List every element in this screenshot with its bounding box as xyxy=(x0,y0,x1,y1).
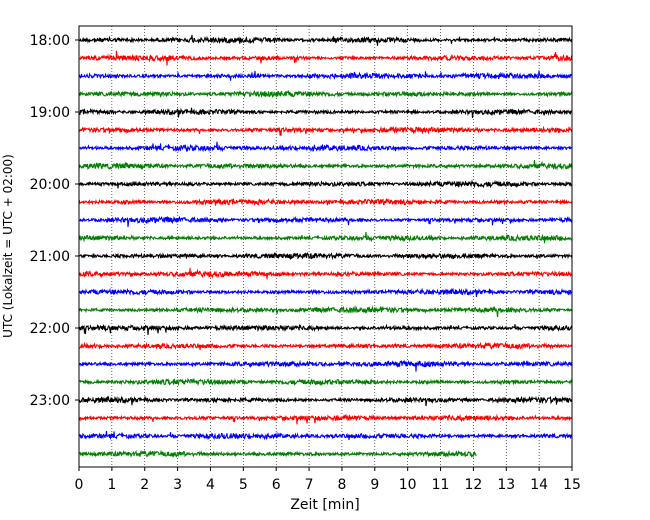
y-tick-label: 20:00 xyxy=(30,177,70,193)
seismic-trace xyxy=(78,430,573,441)
x-tick-label: 14 xyxy=(530,477,548,493)
seismic-trace xyxy=(78,251,573,261)
seismic-trace xyxy=(78,267,573,280)
seismic-trace xyxy=(78,141,573,153)
seismic-trace xyxy=(78,107,573,119)
seismic-trace xyxy=(78,125,573,136)
seismic-trace xyxy=(78,34,573,46)
x-tick-label: 1 xyxy=(107,477,116,493)
x-tick-label: 12 xyxy=(464,477,482,493)
seismic-trace xyxy=(78,70,573,81)
x-axis-label: Zeit [min] xyxy=(290,497,359,513)
seismic-trace xyxy=(78,179,573,189)
seismic-trace xyxy=(78,341,573,351)
y-tick-label: 22:00 xyxy=(30,321,70,337)
y-axis: 18:00 19:00 20:00 21:00 22:00 23:00 xyxy=(30,33,79,409)
seismic-trace xyxy=(78,395,573,407)
seismic-trace xyxy=(78,160,573,171)
trace-group xyxy=(78,34,573,459)
seismic-trace xyxy=(78,89,573,99)
seismic-trace xyxy=(78,305,573,318)
x-tick-label: 4 xyxy=(206,477,215,493)
seismic-trace xyxy=(78,287,573,297)
x-axis: 0 1 2 3 4 5 6 7 8 9 10 11 12 13 14 15 xyxy=(75,467,581,493)
seismic-trace xyxy=(78,449,477,459)
y-tick-label: 19:00 xyxy=(30,105,70,121)
x-tick-label: 2 xyxy=(140,477,149,493)
y-tick-label: 18:00 xyxy=(30,33,70,49)
seismic-trace xyxy=(78,231,573,244)
x-tick-label: 7 xyxy=(305,477,314,493)
x-tick-label: 0 xyxy=(75,477,84,493)
x-tick-label: 9 xyxy=(370,477,379,493)
x-tick-label: 11 xyxy=(432,477,450,493)
y-axis-label: UTC (Lokalzeit = UTC + 02:00) xyxy=(1,154,15,338)
y-tick-label: 21:00 xyxy=(30,249,70,265)
x-tick-label: 3 xyxy=(173,477,182,493)
x-tick-label: 8 xyxy=(337,477,346,493)
seismic-trace xyxy=(78,323,573,336)
seismic-trace xyxy=(78,359,573,372)
x-tick-label: 5 xyxy=(239,477,248,493)
seismic-trace xyxy=(78,197,573,207)
plot-frame xyxy=(78,25,573,468)
x-tick-label: 15 xyxy=(563,477,581,493)
seismic-trace xyxy=(78,50,573,66)
y-tick-label: 23:00 xyxy=(30,393,70,409)
seismic-trace xyxy=(78,413,573,425)
x-tick-label: 13 xyxy=(497,477,515,493)
x-tick-label: 6 xyxy=(272,477,281,493)
seismic-trace xyxy=(78,377,573,387)
x-tick-label: 10 xyxy=(399,477,417,493)
seismic-trace xyxy=(78,215,573,227)
plot-background xyxy=(79,26,572,467)
